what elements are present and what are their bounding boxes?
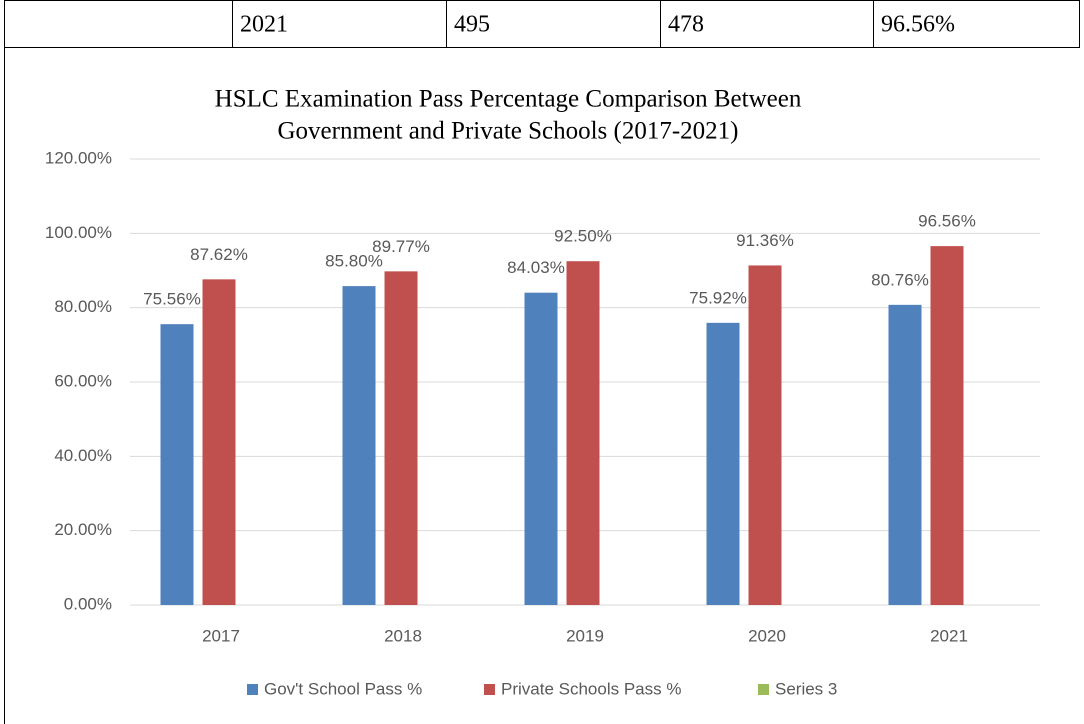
data-label: 85.80%: [325, 252, 383, 271]
y-tick-label: 60.00%: [54, 371, 112, 390]
x-tick-label: 2018: [384, 626, 422, 645]
table-cell: 495: [454, 12, 490, 38]
table-cell: 96.56%: [881, 12, 955, 38]
table-cell: 478: [668, 12, 704, 38]
bar: [706, 322, 740, 605]
legend-swatch: [758, 684, 769, 695]
bar: [160, 324, 194, 605]
y-tick-label: 100.00%: [45, 223, 112, 242]
data-label: 89.77%: [372, 237, 430, 256]
data-label: 75.92%: [689, 288, 747, 307]
y-tick-label: 80.00%: [54, 297, 112, 316]
x-tick-label: 2020: [748, 626, 786, 645]
y-tick-label: 120.00%: [45, 148, 112, 167]
x-tick-label: 2017: [202, 626, 240, 645]
x-tick-label: 2019: [566, 626, 604, 645]
bar: [930, 246, 964, 606]
data-label: 75.56%: [143, 290, 201, 309]
chart-title: HSLC Examination Pass Percentage Compari…: [215, 86, 802, 113]
data-label: 96.56%: [918, 212, 976, 231]
bar: [202, 279, 236, 605]
bar: [342, 286, 376, 605]
legend-label: Private Schools Pass %: [501, 679, 681, 698]
data-label: 92.50%: [554, 227, 612, 246]
legend-swatch: [247, 684, 258, 695]
y-tick-label: 0.00%: [64, 594, 112, 613]
chart-title: Government and Private Schools (2017-202…: [277, 118, 738, 145]
table-cell: 2021: [240, 12, 288, 38]
bar: [888, 304, 922, 605]
data-label: 84.03%: [507, 258, 565, 277]
legend-label: Series 3: [775, 679, 837, 698]
data-label: 87.62%: [190, 245, 248, 264]
table-borders: [4, 0, 1080, 724]
bar: [566, 261, 600, 605]
bar: [384, 271, 418, 605]
x-tick-label: 2021: [930, 626, 968, 645]
y-tick-label: 20.00%: [54, 520, 112, 539]
data-label: 80.76%: [871, 270, 929, 289]
legend-label: Gov't School Pass %: [264, 679, 422, 698]
bar: [524, 292, 558, 605]
data-label: 91.36%: [736, 231, 794, 250]
legend-swatch: [484, 684, 495, 695]
bar: [748, 265, 782, 605]
y-tick-label: 40.00%: [54, 446, 112, 465]
